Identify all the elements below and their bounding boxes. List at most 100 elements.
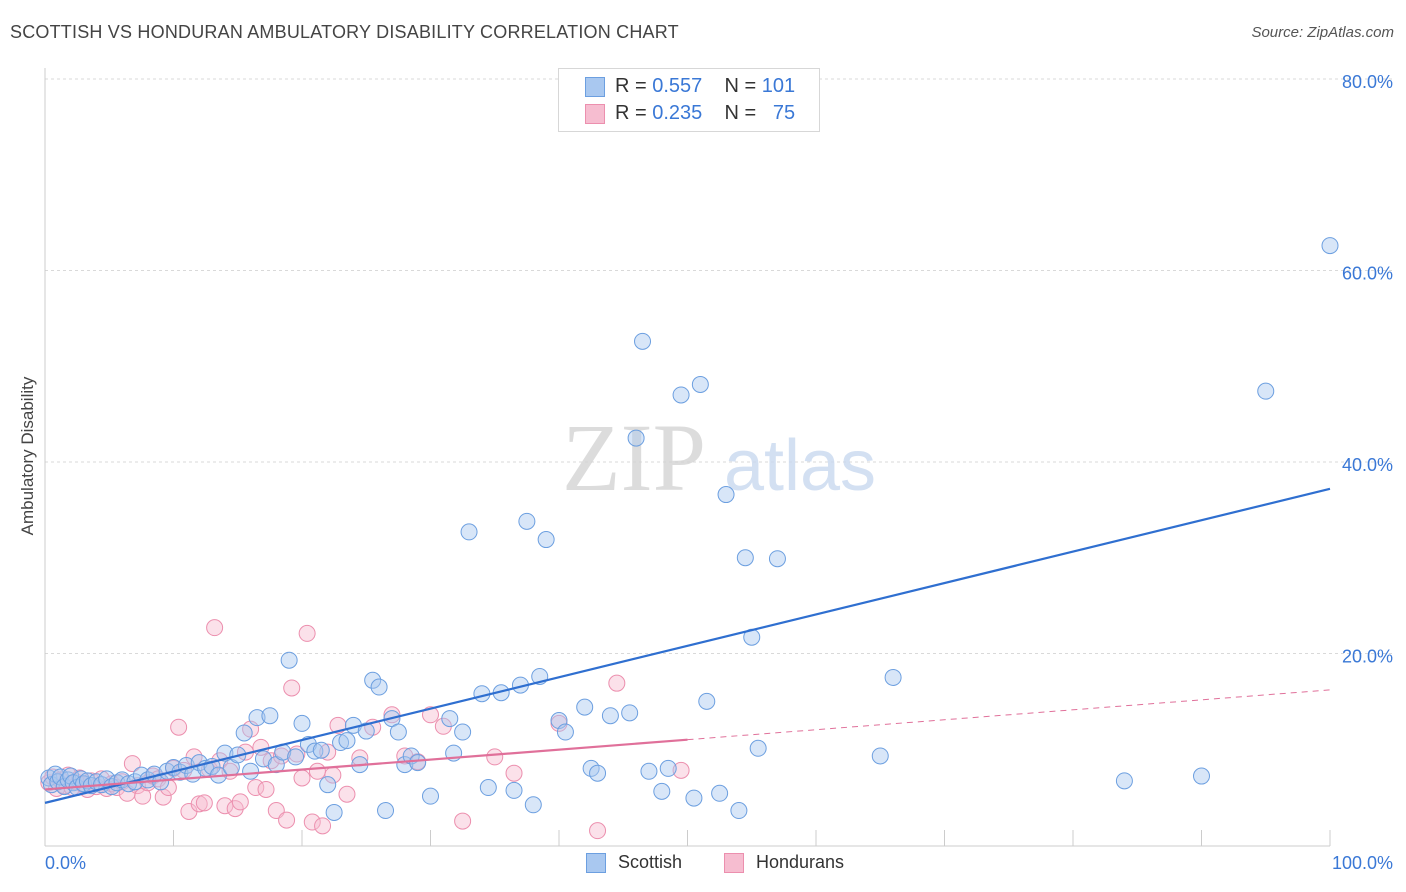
data-point bbox=[422, 787, 439, 805]
axes bbox=[44, 68, 1331, 847]
data-point bbox=[247, 779, 265, 797]
data-point bbox=[653, 782, 671, 800]
data-point bbox=[672, 761, 690, 779]
chart-title: SCOTTISH VS HONDURAN AMBULATORY DISABILI… bbox=[10, 22, 679, 42]
data-point bbox=[306, 742, 324, 760]
data-point bbox=[242, 762, 260, 780]
tick-labels: 20.0% 40.0% 60.0% 80.0% 0.0% 100.0% bbox=[45, 72, 1393, 873]
y-axis-title: Ambulatory Disability bbox=[18, 376, 37, 536]
data-point bbox=[280, 651, 298, 669]
watermark-atlas: atlas bbox=[724, 426, 876, 506]
y-tick-label: 80.0% bbox=[1342, 72, 1393, 92]
data-point bbox=[303, 813, 321, 831]
data-point bbox=[441, 710, 459, 728]
data-point bbox=[691, 375, 709, 393]
trendline-hondurans bbox=[44, 738, 688, 791]
data-point bbox=[293, 714, 311, 732]
data-point bbox=[332, 734, 350, 752]
data-point bbox=[206, 619, 224, 637]
data-point bbox=[736, 549, 754, 567]
data-point bbox=[627, 429, 645, 447]
data-point bbox=[640, 762, 658, 780]
data-point bbox=[288, 745, 306, 763]
data-point bbox=[314, 817, 332, 835]
data-point bbox=[505, 764, 523, 782]
data-point bbox=[123, 755, 141, 773]
data-point bbox=[659, 759, 677, 777]
stats-legend: R = 0.557 N = 101 R = 0.235 N = 75 bbox=[558, 68, 820, 132]
series-scottish bbox=[40, 237, 1339, 821]
data-point bbox=[711, 784, 729, 802]
data-point bbox=[231, 793, 249, 811]
scottish-n-value: 101 bbox=[761, 75, 796, 97]
data-point bbox=[283, 679, 301, 697]
hondurans-n-label: N = bbox=[724, 102, 762, 124]
data-point bbox=[261, 707, 279, 725]
data-point bbox=[235, 724, 253, 742]
data-point bbox=[454, 723, 472, 741]
data-point bbox=[298, 624, 316, 642]
data-point bbox=[871, 747, 889, 765]
scottish-r-label: R = bbox=[615, 75, 653, 97]
hondurans-n-value: 75 bbox=[772, 102, 796, 124]
data-point bbox=[257, 780, 275, 798]
data-point bbox=[556, 723, 574, 741]
data-point bbox=[370, 678, 388, 696]
data-point bbox=[460, 523, 478, 541]
data-point bbox=[1193, 767, 1210, 785]
data-point bbox=[134, 787, 152, 805]
data-point bbox=[698, 692, 716, 710]
data-point bbox=[601, 707, 619, 725]
data-point bbox=[293, 769, 311, 787]
data-point bbox=[454, 812, 472, 830]
grid bbox=[45, 78, 1392, 654]
data-point bbox=[505, 781, 523, 799]
data-point bbox=[621, 704, 639, 722]
data-point bbox=[749, 739, 767, 757]
data-point bbox=[672, 386, 690, 404]
data-point bbox=[190, 795, 208, 813]
data-point bbox=[338, 732, 356, 750]
data-point bbox=[589, 764, 607, 782]
data-point bbox=[634, 332, 652, 350]
data-point bbox=[589, 822, 607, 840]
data-point bbox=[1257, 382, 1275, 400]
data-point bbox=[319, 743, 337, 761]
scottish-n-label: N = bbox=[724, 75, 762, 97]
legend-label-hondurans: Hondurans bbox=[756, 852, 845, 872]
data-point bbox=[479, 779, 497, 797]
data-point bbox=[170, 718, 188, 736]
data-point bbox=[1321, 237, 1339, 255]
watermark-zip: ZIP bbox=[562, 404, 706, 511]
source-label: Source: ZipAtlas.com bbox=[1251, 24, 1394, 41]
data-point bbox=[884, 668, 902, 686]
data-point bbox=[338, 785, 356, 803]
trendline-hondurans-extension bbox=[687, 689, 1331, 741]
data-point bbox=[248, 709, 266, 727]
data-point bbox=[524, 796, 542, 814]
data-point bbox=[576, 698, 594, 716]
data-point bbox=[730, 802, 748, 820]
data-point bbox=[608, 674, 626, 692]
hondurans-swatch bbox=[585, 104, 605, 124]
data-point bbox=[685, 789, 703, 807]
data-point bbox=[319, 776, 337, 794]
data-point bbox=[422, 706, 439, 724]
data-point bbox=[195, 794, 213, 812]
trendline-scottish bbox=[44, 487, 1331, 804]
data-point bbox=[278, 811, 296, 829]
y-tick-label: 60.0% bbox=[1342, 264, 1393, 284]
legend-swatch-hondurans bbox=[724, 853, 744, 873]
scottish-swatch bbox=[585, 77, 605, 97]
data-point bbox=[287, 748, 305, 766]
legend-label-scottish: Scottish bbox=[618, 852, 683, 872]
data-point bbox=[537, 531, 555, 549]
hondurans-r-label: R = bbox=[615, 102, 653, 124]
data-point bbox=[409, 754, 427, 772]
data-point bbox=[1115, 772, 1133, 790]
data-point bbox=[486, 748, 504, 766]
x-tick-label-max: 100.0% bbox=[1332, 853, 1393, 873]
data-point bbox=[357, 722, 375, 740]
data-point bbox=[312, 741, 330, 759]
